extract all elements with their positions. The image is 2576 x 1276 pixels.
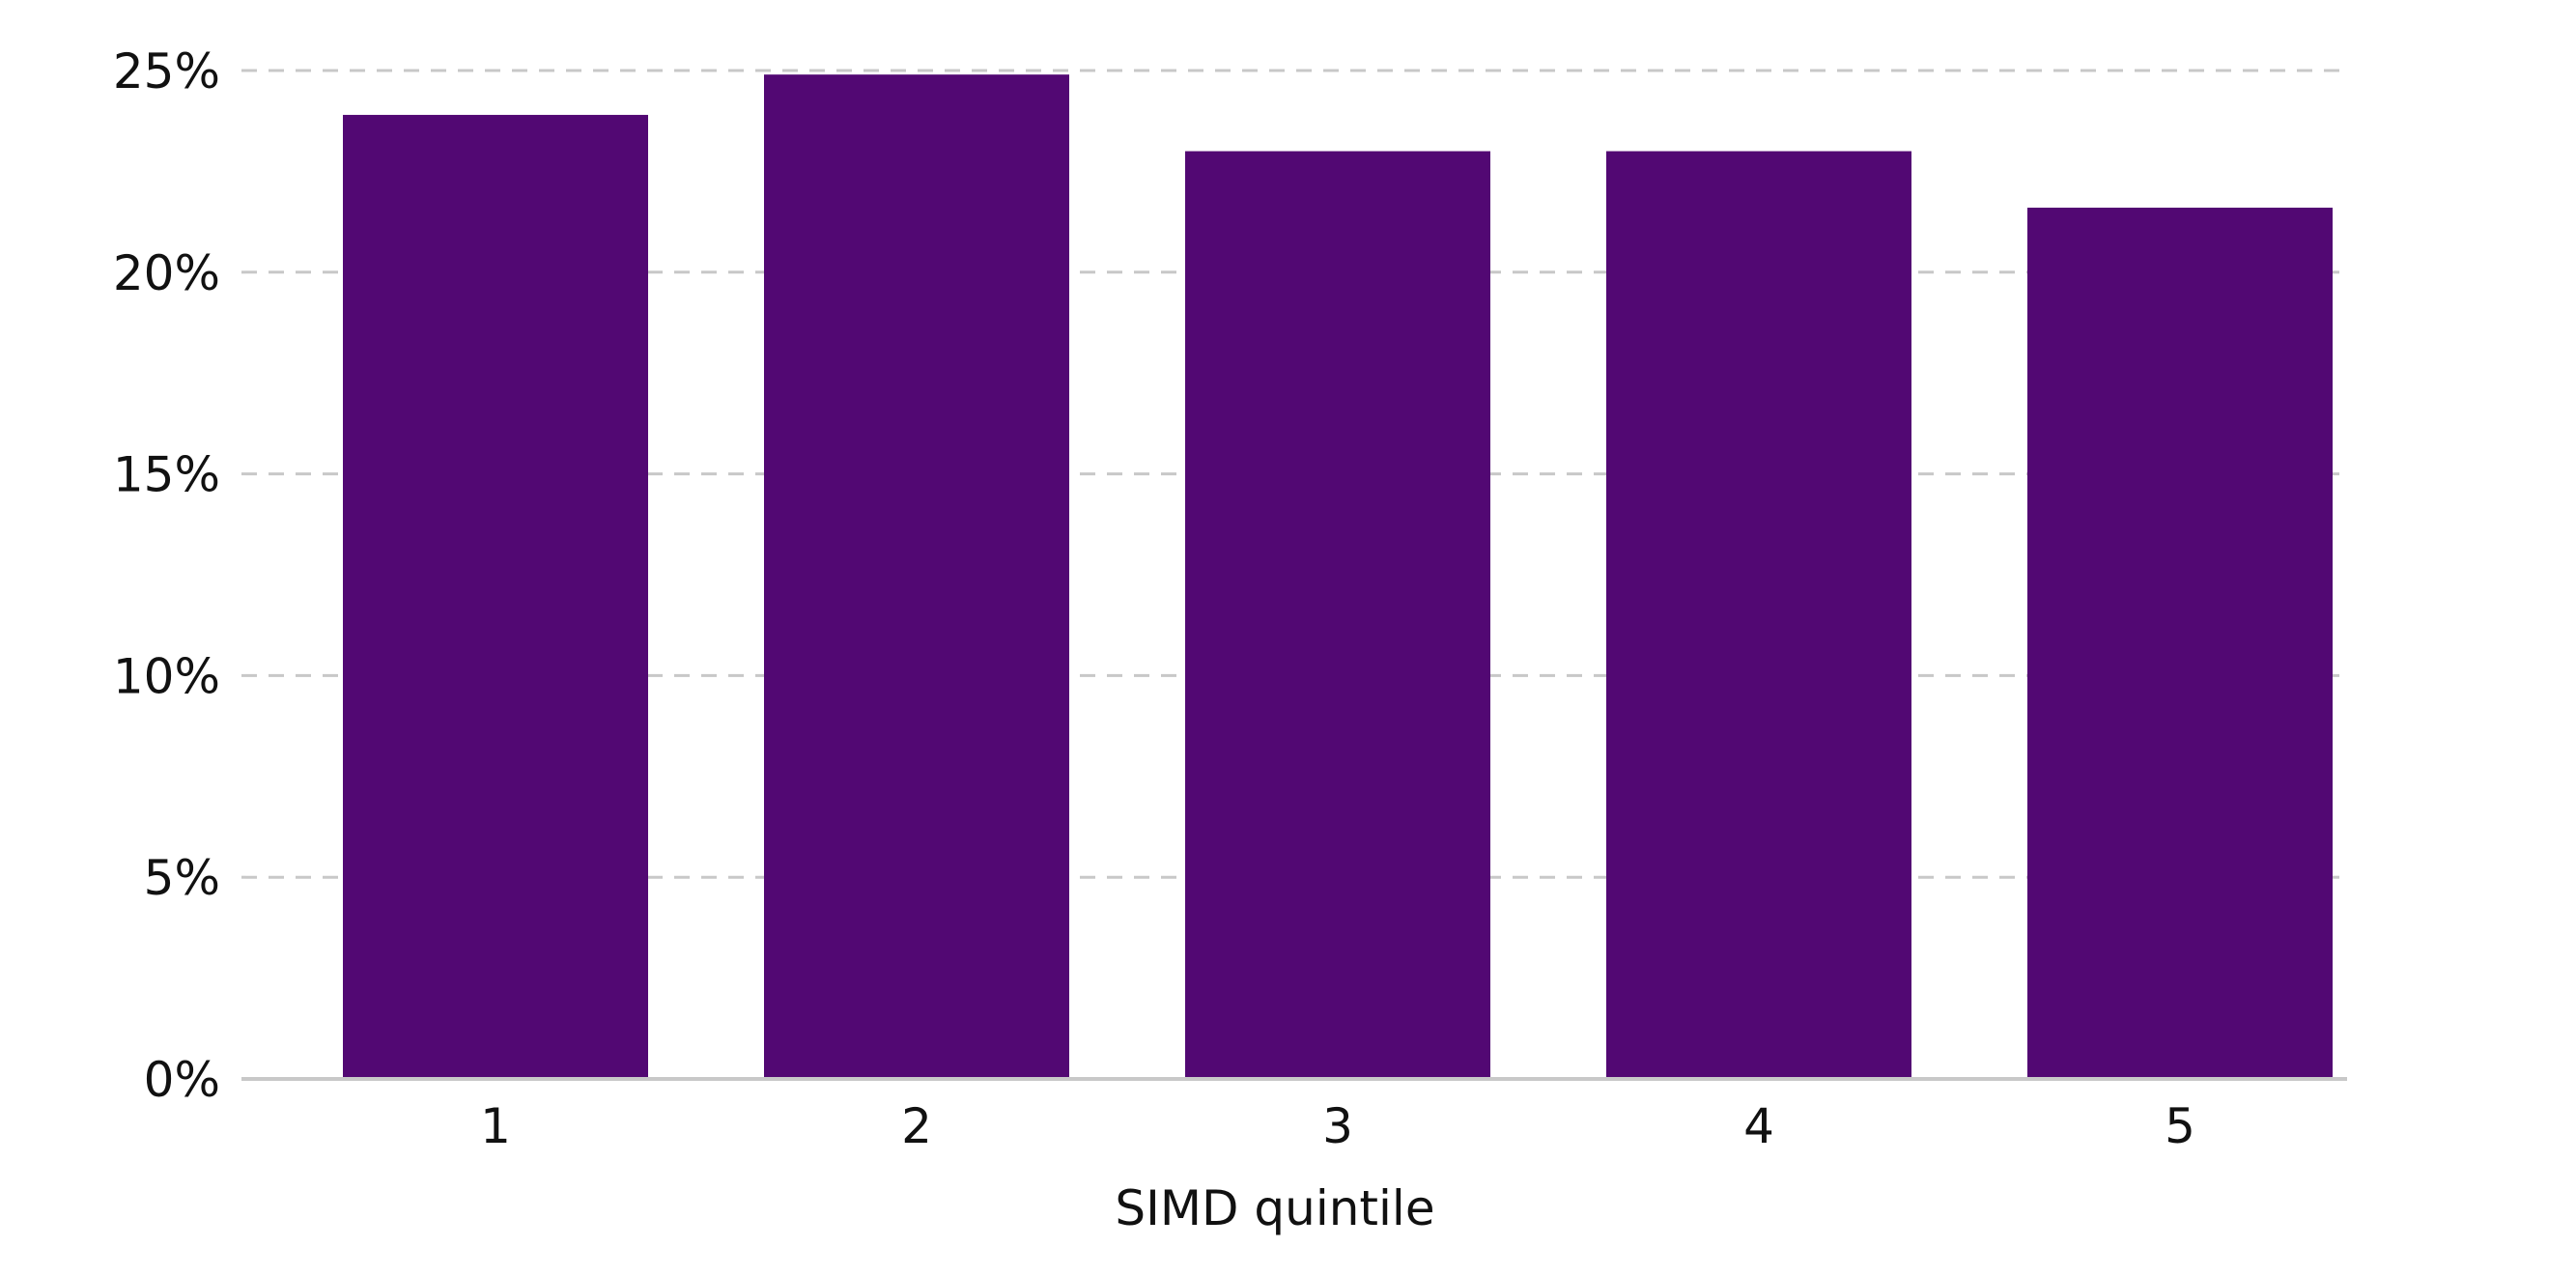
bar-quintile-5 xyxy=(2027,207,2333,1079)
x-axis-title: SIMD quintile xyxy=(1115,1180,1434,1236)
y-tick-labels: 0% 5% 10% 15% 20% 25% xyxy=(113,43,220,1108)
y-tick-label: 10% xyxy=(113,648,220,704)
bar-quintile-3 xyxy=(1185,151,1490,1079)
x-tick-label: 3 xyxy=(1322,1098,1353,1154)
y-tick-label: 0% xyxy=(144,1052,220,1108)
bar-quintile-2 xyxy=(764,74,1069,1079)
bars xyxy=(343,74,2333,1080)
y-tick-label: 25% xyxy=(113,43,220,99)
x-tick-label: 5 xyxy=(2165,1098,2195,1154)
bar-quintile-1 xyxy=(343,114,648,1080)
y-tick-label: 20% xyxy=(113,245,220,301)
y-tick-label: 5% xyxy=(144,850,220,906)
x-tick-label: 4 xyxy=(1743,1098,1774,1154)
x-tick-label: 2 xyxy=(901,1098,932,1154)
bar-quintile-4 xyxy=(1606,151,1911,1079)
x-tick-labels: 1 2 3 4 5 xyxy=(480,1098,2195,1154)
x-tick-label: 1 xyxy=(480,1098,511,1154)
y-tick-label: 15% xyxy=(113,447,220,503)
